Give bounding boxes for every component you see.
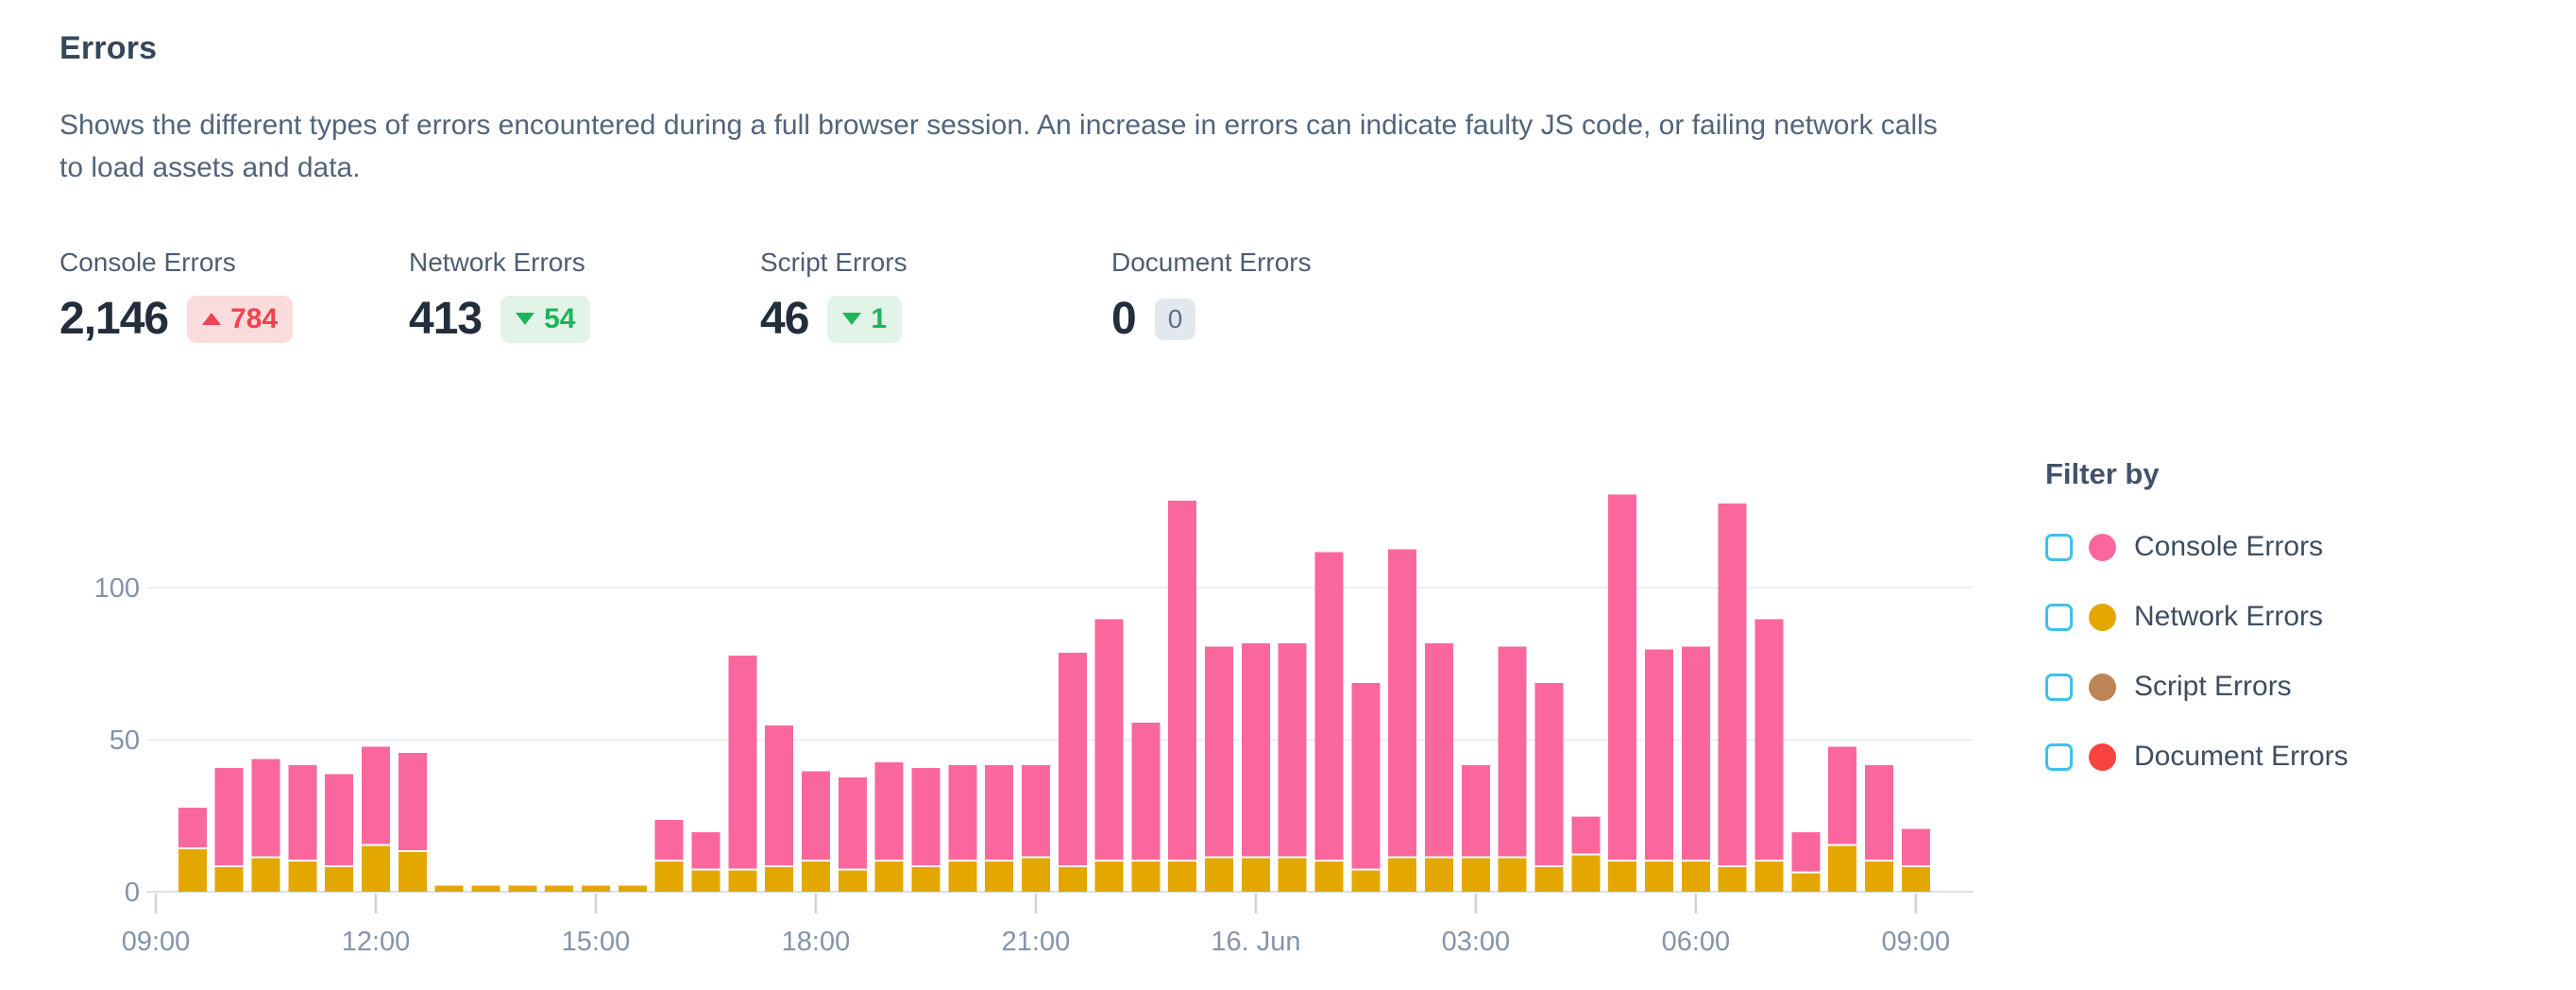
network-errors-checkbox[interactable] xyxy=(2045,603,2073,631)
svg-text:06:00: 06:00 xyxy=(1662,927,1731,957)
svg-text:09:00: 09:00 xyxy=(122,927,191,957)
metric-script-errors: Script Errors 46 1 xyxy=(760,248,1100,345)
legend-item-label: Script Errors xyxy=(2134,671,2292,702)
legend-item-document-errors: Document Errors xyxy=(2045,741,2348,772)
errors-chart: 0 50 100 09:00 12:00 15:00 18:00 21:00 16. Jun 03… xyxy=(94,406,1992,982)
metric-console-errors: Console Errors 2,146 784 xyxy=(59,248,399,345)
metric-value: 0 xyxy=(1111,294,1137,344)
svg-text:03:00: 03:00 xyxy=(1442,927,1511,957)
filter-panel-title: Filter by xyxy=(2045,457,2160,490)
svg-text:21:00: 21:00 xyxy=(1002,927,1071,957)
delta-badge: 0 xyxy=(1154,298,1196,340)
delta-badge: 1 xyxy=(827,295,903,343)
svg-text:15:00: 15:00 xyxy=(562,927,631,957)
legend-item-network-errors: Network Errors xyxy=(2045,601,2348,632)
metric-document-errors: Document Errors 0 0 xyxy=(1111,248,1451,345)
legend-item-script-errors: Script Errors xyxy=(2045,671,2348,702)
svg-text:12:00: 12:00 xyxy=(342,927,411,957)
metric-label: Script Errors xyxy=(760,248,907,277)
script-errors-checkbox[interactable] xyxy=(2045,673,2073,701)
console-errors-checkbox[interactable] xyxy=(2045,533,2073,561)
script-errors-color-dot-icon xyxy=(2089,673,2116,701)
page-description: Shows the different types of errors enco… xyxy=(59,110,1938,183)
metric-label: Document Errors xyxy=(1111,248,1312,277)
page-title: Errors xyxy=(59,30,158,66)
legend-item-label: Network Errors xyxy=(2134,601,2324,632)
svg-text:100: 100 xyxy=(94,573,140,604)
delta-arrow-icon xyxy=(202,313,222,325)
metric-value: 46 xyxy=(760,294,809,344)
delta-arrow-icon xyxy=(516,313,535,325)
svg-text:16. Jun: 16. Jun xyxy=(1211,927,1300,957)
metric-value: 2,146 xyxy=(59,294,169,344)
metric-value: 413 xyxy=(409,294,483,344)
filter-panel: Filter by Console Errors Network Errors … xyxy=(2045,457,2348,772)
metric-network-errors: Network Errors 413 54 xyxy=(409,248,749,345)
metric-label: Console Errors xyxy=(59,248,236,277)
svg-text:18:00: 18:00 xyxy=(782,927,851,957)
errors-chart-svg: 0 50 100 09:00 12:00 15:00 18:00 21:00 16. Jun 03… xyxy=(94,494,1974,957)
document-errors-color-dot-icon xyxy=(2089,742,2116,771)
legend-item-label: Console Errors xyxy=(2134,531,2324,562)
svg-text:09:00: 09:00 xyxy=(1882,927,1951,957)
svg-text:50: 50 xyxy=(110,725,140,756)
console-errors-color-dot-icon xyxy=(2089,533,2116,561)
delta-badge: 784 xyxy=(187,295,294,343)
network-errors-color-dot-icon xyxy=(2089,603,2116,631)
document-errors-checkbox[interactable] xyxy=(2045,742,2073,771)
legend-item-console-errors: Console Errors xyxy=(2045,531,2348,562)
metric-label: Network Errors xyxy=(409,248,585,277)
legend-item-label: Document Errors xyxy=(2134,741,2348,772)
delta-arrow-icon xyxy=(842,313,862,325)
delta-badge: 54 xyxy=(500,295,591,343)
svg-text:0: 0 xyxy=(125,878,140,908)
